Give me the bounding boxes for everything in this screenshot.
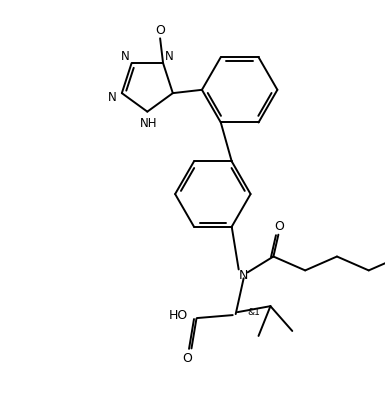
Text: O: O (274, 220, 284, 232)
Text: N: N (164, 49, 173, 62)
Text: &1: &1 (247, 307, 260, 316)
Text: N: N (239, 268, 248, 281)
Text: N: N (121, 49, 130, 62)
Text: O: O (182, 352, 192, 365)
Text: N: N (108, 90, 117, 103)
Text: HO: HO (168, 308, 188, 321)
Text: NH: NH (140, 117, 157, 130)
Text: O: O (155, 24, 165, 37)
